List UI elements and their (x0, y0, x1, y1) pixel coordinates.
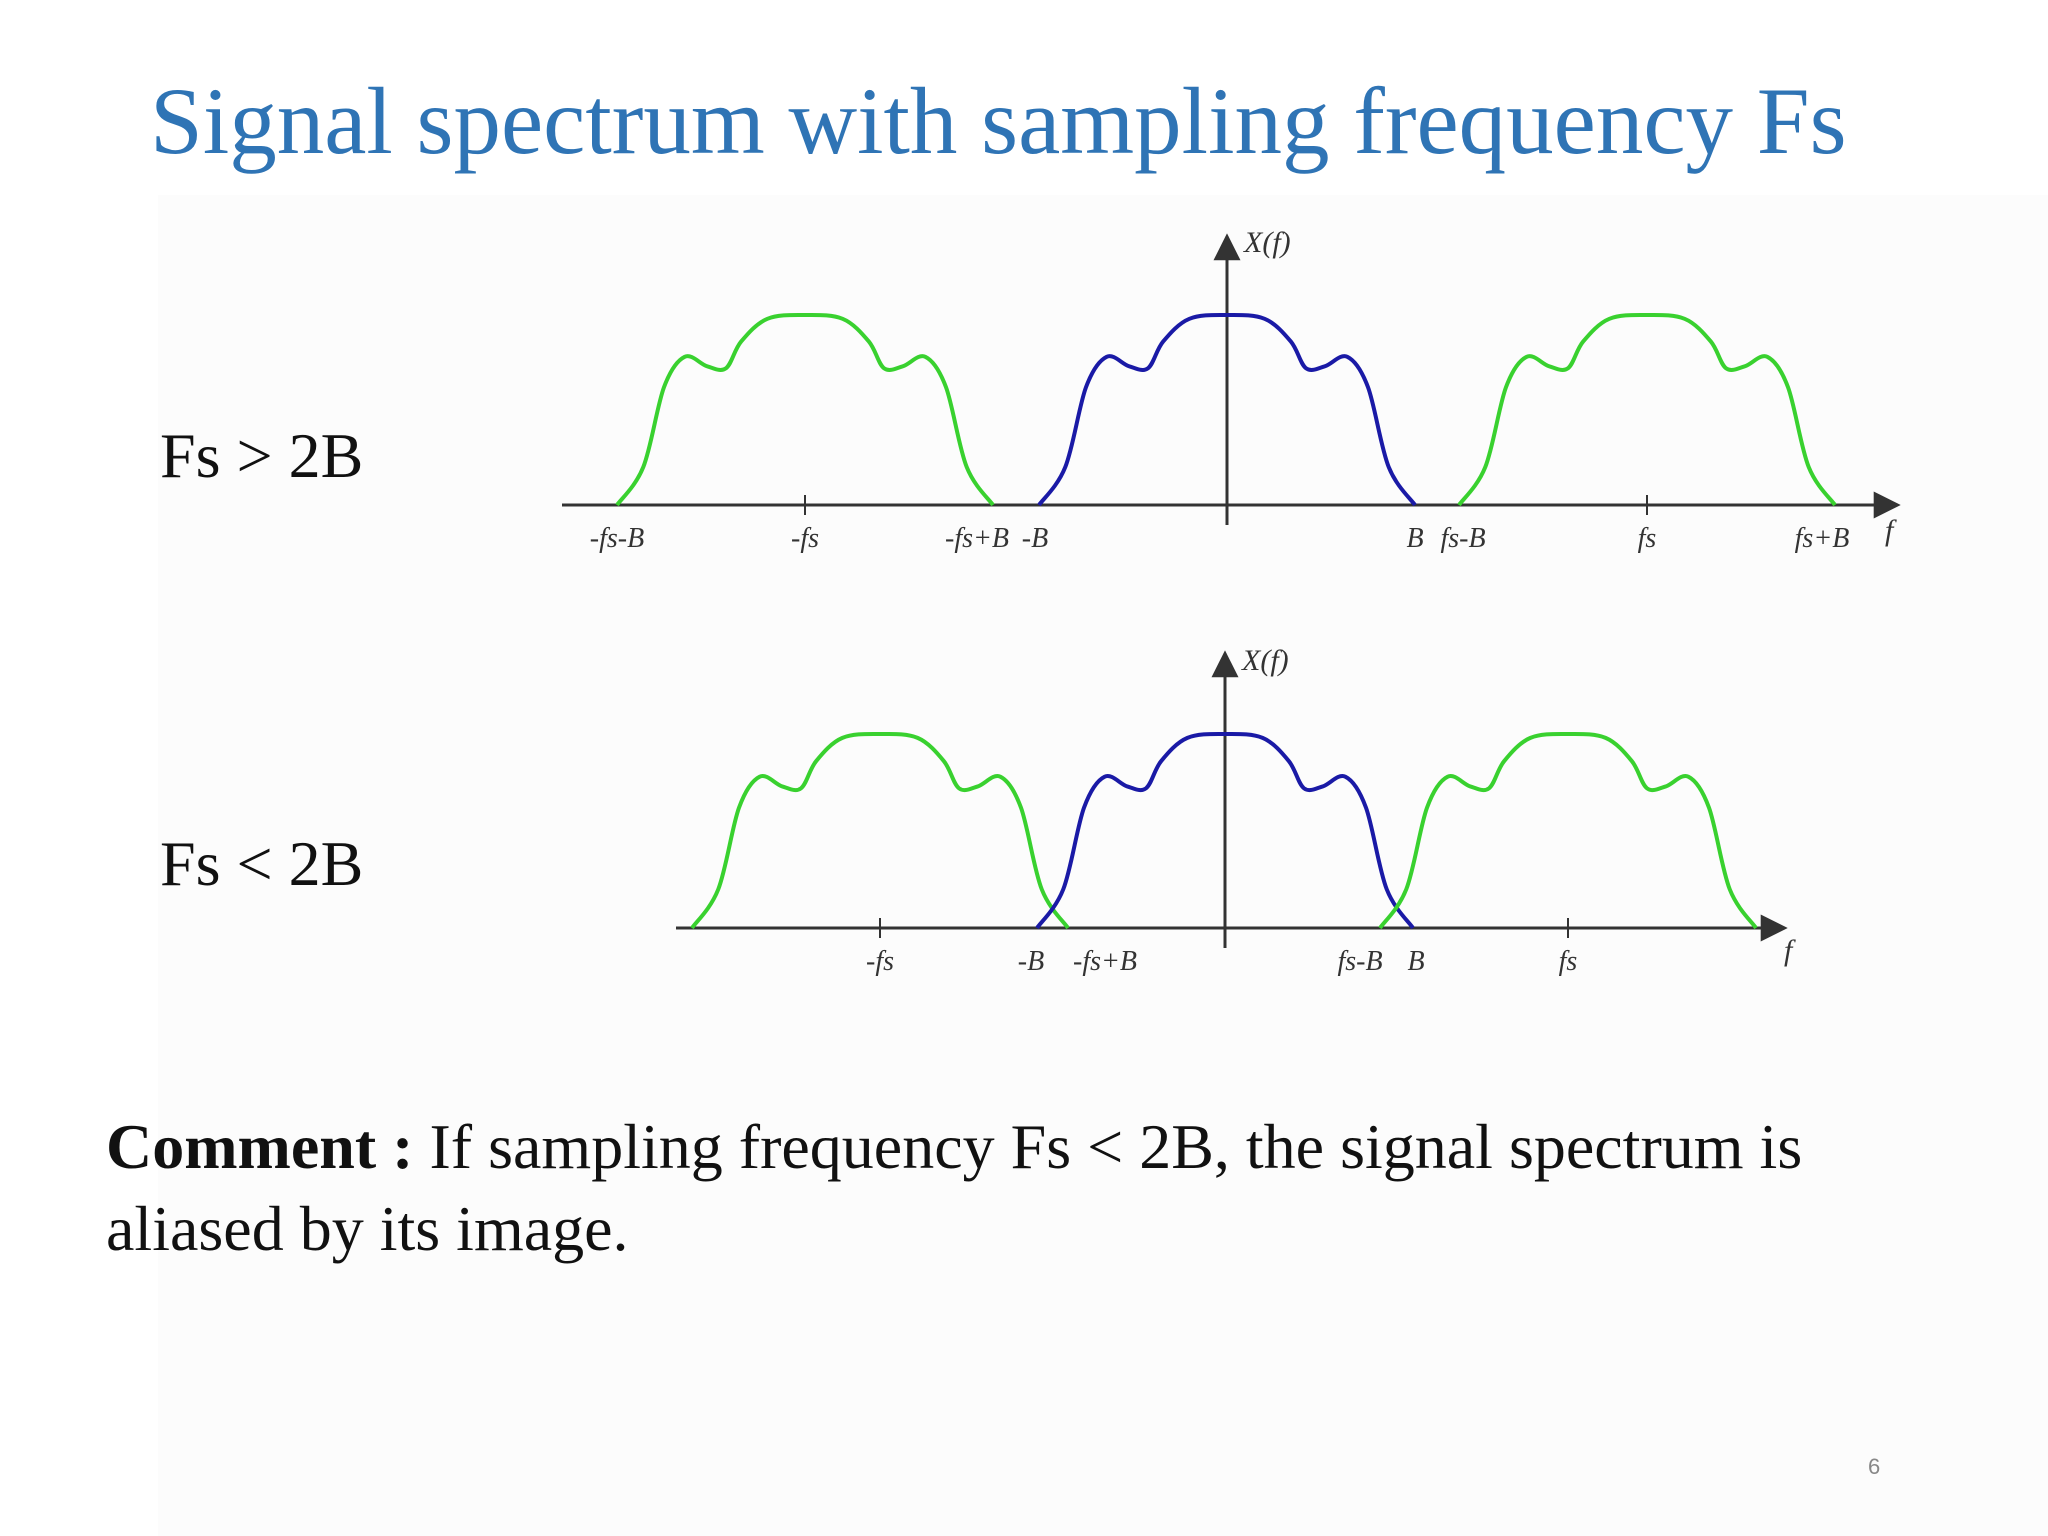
tick-label: fs-B (1440, 523, 1485, 554)
tick-label: -fs+B (1073, 946, 1137, 977)
image-spectrum-right (1378, 731, 1758, 930)
tick-label: fs-B (1337, 946, 1382, 977)
y-axis-label: X(f) (1241, 644, 1289, 677)
tick-label: fs (1638, 523, 1657, 554)
x-axis-label: f (1784, 934, 1796, 967)
x-axis-label: f (1885, 514, 1897, 547)
image-spectrum-left (615, 312, 995, 507)
image-spectrum-right (1457, 312, 1837, 507)
figure-background (158, 195, 2048, 1536)
baseband-spectrum (1037, 312, 1417, 507)
tick-label: -fs+B (945, 523, 1009, 554)
comment-paragraph: Comment : If sampling frequency Fs < 2B,… (106, 1106, 1926, 1270)
tick-label: B (1407, 946, 1424, 977)
tick-label: fs (1559, 946, 1578, 977)
condition-label-undersampled: Fs < 2B (160, 828, 364, 899)
tick-label: -B (1018, 946, 1044, 977)
baseband-spectrum (1035, 731, 1415, 930)
tick-label: -fs-B (590, 523, 644, 554)
image-spectrum-left (690, 731, 1070, 930)
slide-title: Signal spectrum with sampling frequency … (150, 68, 1847, 174)
tick-label: -fs (866, 946, 894, 977)
comment-label: Comment : (106, 1111, 414, 1182)
y-axis-label: X(f) (1243, 226, 1291, 259)
tick-label: fs+B (1795, 523, 1850, 554)
tick-label: B (1406, 523, 1423, 554)
condition-label-oversampled: Fs > 2B (160, 420, 364, 491)
page-number: 6 (1868, 1454, 1881, 1479)
tick-label: -B (1022, 523, 1048, 554)
comment-text: If sampling frequency Fs < 2B, the signa… (106, 1111, 1803, 1264)
tick-label: -fs (791, 523, 819, 554)
